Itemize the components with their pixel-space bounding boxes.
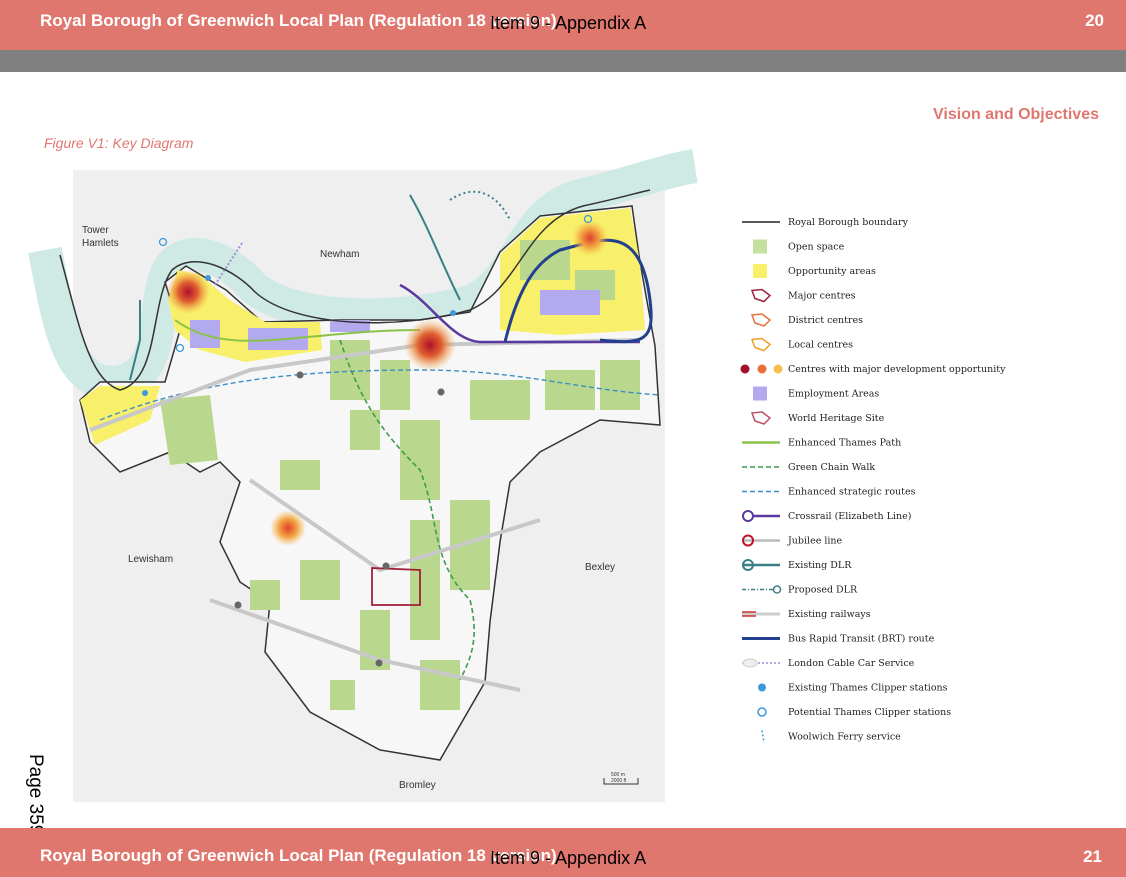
map-label: Newham	[320, 249, 359, 260]
header-band	[0, 50, 1126, 72]
legend-label: Existing Thames Clipper stations	[788, 683, 948, 694]
legend-icon	[750, 411, 772, 425]
legend: Royal Borough boundary Open space Opportun…	[740, 217, 1006, 743]
legend-label: Enhanced strategic routes	[788, 487, 916, 498]
development-centre	[166, 270, 210, 314]
header-stamp: Item 9 - Appendix A	[490, 13, 646, 33]
legend-icon	[750, 288, 772, 303]
legend-label: Employment Areas	[788, 389, 879, 400]
scale-label: 500 m	[611, 772, 625, 778]
river-edge	[59, 189, 651, 391]
crossrail	[399, 283, 640, 344]
header-bar	[0, 0, 1126, 50]
legend-label: Crossrail (Elizabeth Line)	[788, 511, 911, 522]
legend-icon	[761, 730, 765, 743]
legend-icon	[750, 313, 772, 327]
legend-label: Bus Rapid Transit (BRT) route	[788, 634, 935, 645]
footer-title: Royal Borough of Greenwich Local Plan (R…	[40, 846, 557, 865]
cable-car	[214, 242, 243, 286]
thames-path	[174, 319, 421, 342]
map-label: Bromley	[399, 780, 436, 791]
scale-label: 2000 ft	[611, 778, 627, 784]
legend-icon	[753, 239, 767, 254]
development-centre	[572, 220, 608, 256]
side-stamp: Page 359	[25, 754, 46, 835]
open-space	[160, 240, 640, 710]
legend-label: Proposed DLR	[788, 585, 858, 596]
legend-icon	[750, 337, 772, 352]
station	[234, 371, 445, 667]
brt-route	[503, 238, 653, 344]
figure-caption: Figure V1: Key Diagram	[44, 135, 194, 151]
legend-icon	[740, 364, 750, 374]
legend-icon	[742, 510, 754, 522]
legend-icon	[757, 364, 767, 374]
legend-label: London Cable Car Service	[788, 658, 915, 669]
legend-label: World Heritage Site	[788, 413, 885, 424]
legend-label: Local centres	[788, 340, 853, 351]
legend-icon	[757, 707, 767, 717]
legend-label: Royal Borough boundary	[788, 217, 909, 228]
legend-icon	[773, 364, 783, 374]
legend-label: Centres with major development opportuni…	[788, 364, 1006, 375]
legend-label: Green Chain Walk	[788, 462, 875, 473]
legend-label: Potential Thames Clipper stations	[788, 707, 951, 718]
scale-bar	[603, 778, 639, 785]
legend-label: Woolwich Ferry service	[788, 732, 901, 743]
legend-label: Major centres	[788, 291, 856, 302]
dlr	[129, 194, 461, 381]
legend-icon	[753, 264, 767, 278]
legend-icon	[772, 585, 782, 594]
legend-icon	[753, 386, 767, 401]
green-chain-walk	[339, 339, 475, 681]
major-centre	[371, 567, 421, 606]
potential-clipper-station	[158, 214, 593, 353]
legend-label: Existing DLR	[788, 560, 852, 571]
clipper-station	[142, 275, 456, 396]
section-title: Vision and Objectives	[933, 106, 1099, 123]
footer-stamp: Item 9 - Appendix A	[490, 848, 646, 868]
development-centre	[404, 319, 456, 371]
map-label: Lewisham	[128, 554, 173, 565]
header-title: Royal Borough of Greenwich Local Plan (R…	[40, 11, 557, 30]
map-label: Hamlets	[82, 238, 119, 249]
legend-label: Existing railways	[788, 609, 871, 620]
footer-bar	[0, 828, 1126, 877]
footer-page-number: 21	[1083, 847, 1102, 866]
legend-label: District centres	[788, 315, 863, 326]
legend-label: Open space	[788, 242, 845, 253]
legend-icon	[742, 611, 756, 617]
legend-icon	[742, 534, 754, 547]
legend-label: Jubilee line	[787, 536, 843, 547]
legend-icon	[742, 658, 758, 668]
legend-icon	[742, 559, 754, 571]
legend-icon	[758, 683, 766, 692]
development-centre	[270, 510, 306, 546]
header-page-number: 20	[1085, 11, 1104, 30]
opportunity-area	[80, 386, 160, 445]
legend-label: Enhanced Thames Path	[788, 438, 901, 449]
map-label: Bexley	[585, 562, 615, 573]
map-label: Tower	[82, 225, 109, 236]
map: Tower Hamlets Newham Lewisham Bexley Bro…	[28, 149, 698, 802]
legend-label: Opportunity areas	[788, 266, 876, 277]
